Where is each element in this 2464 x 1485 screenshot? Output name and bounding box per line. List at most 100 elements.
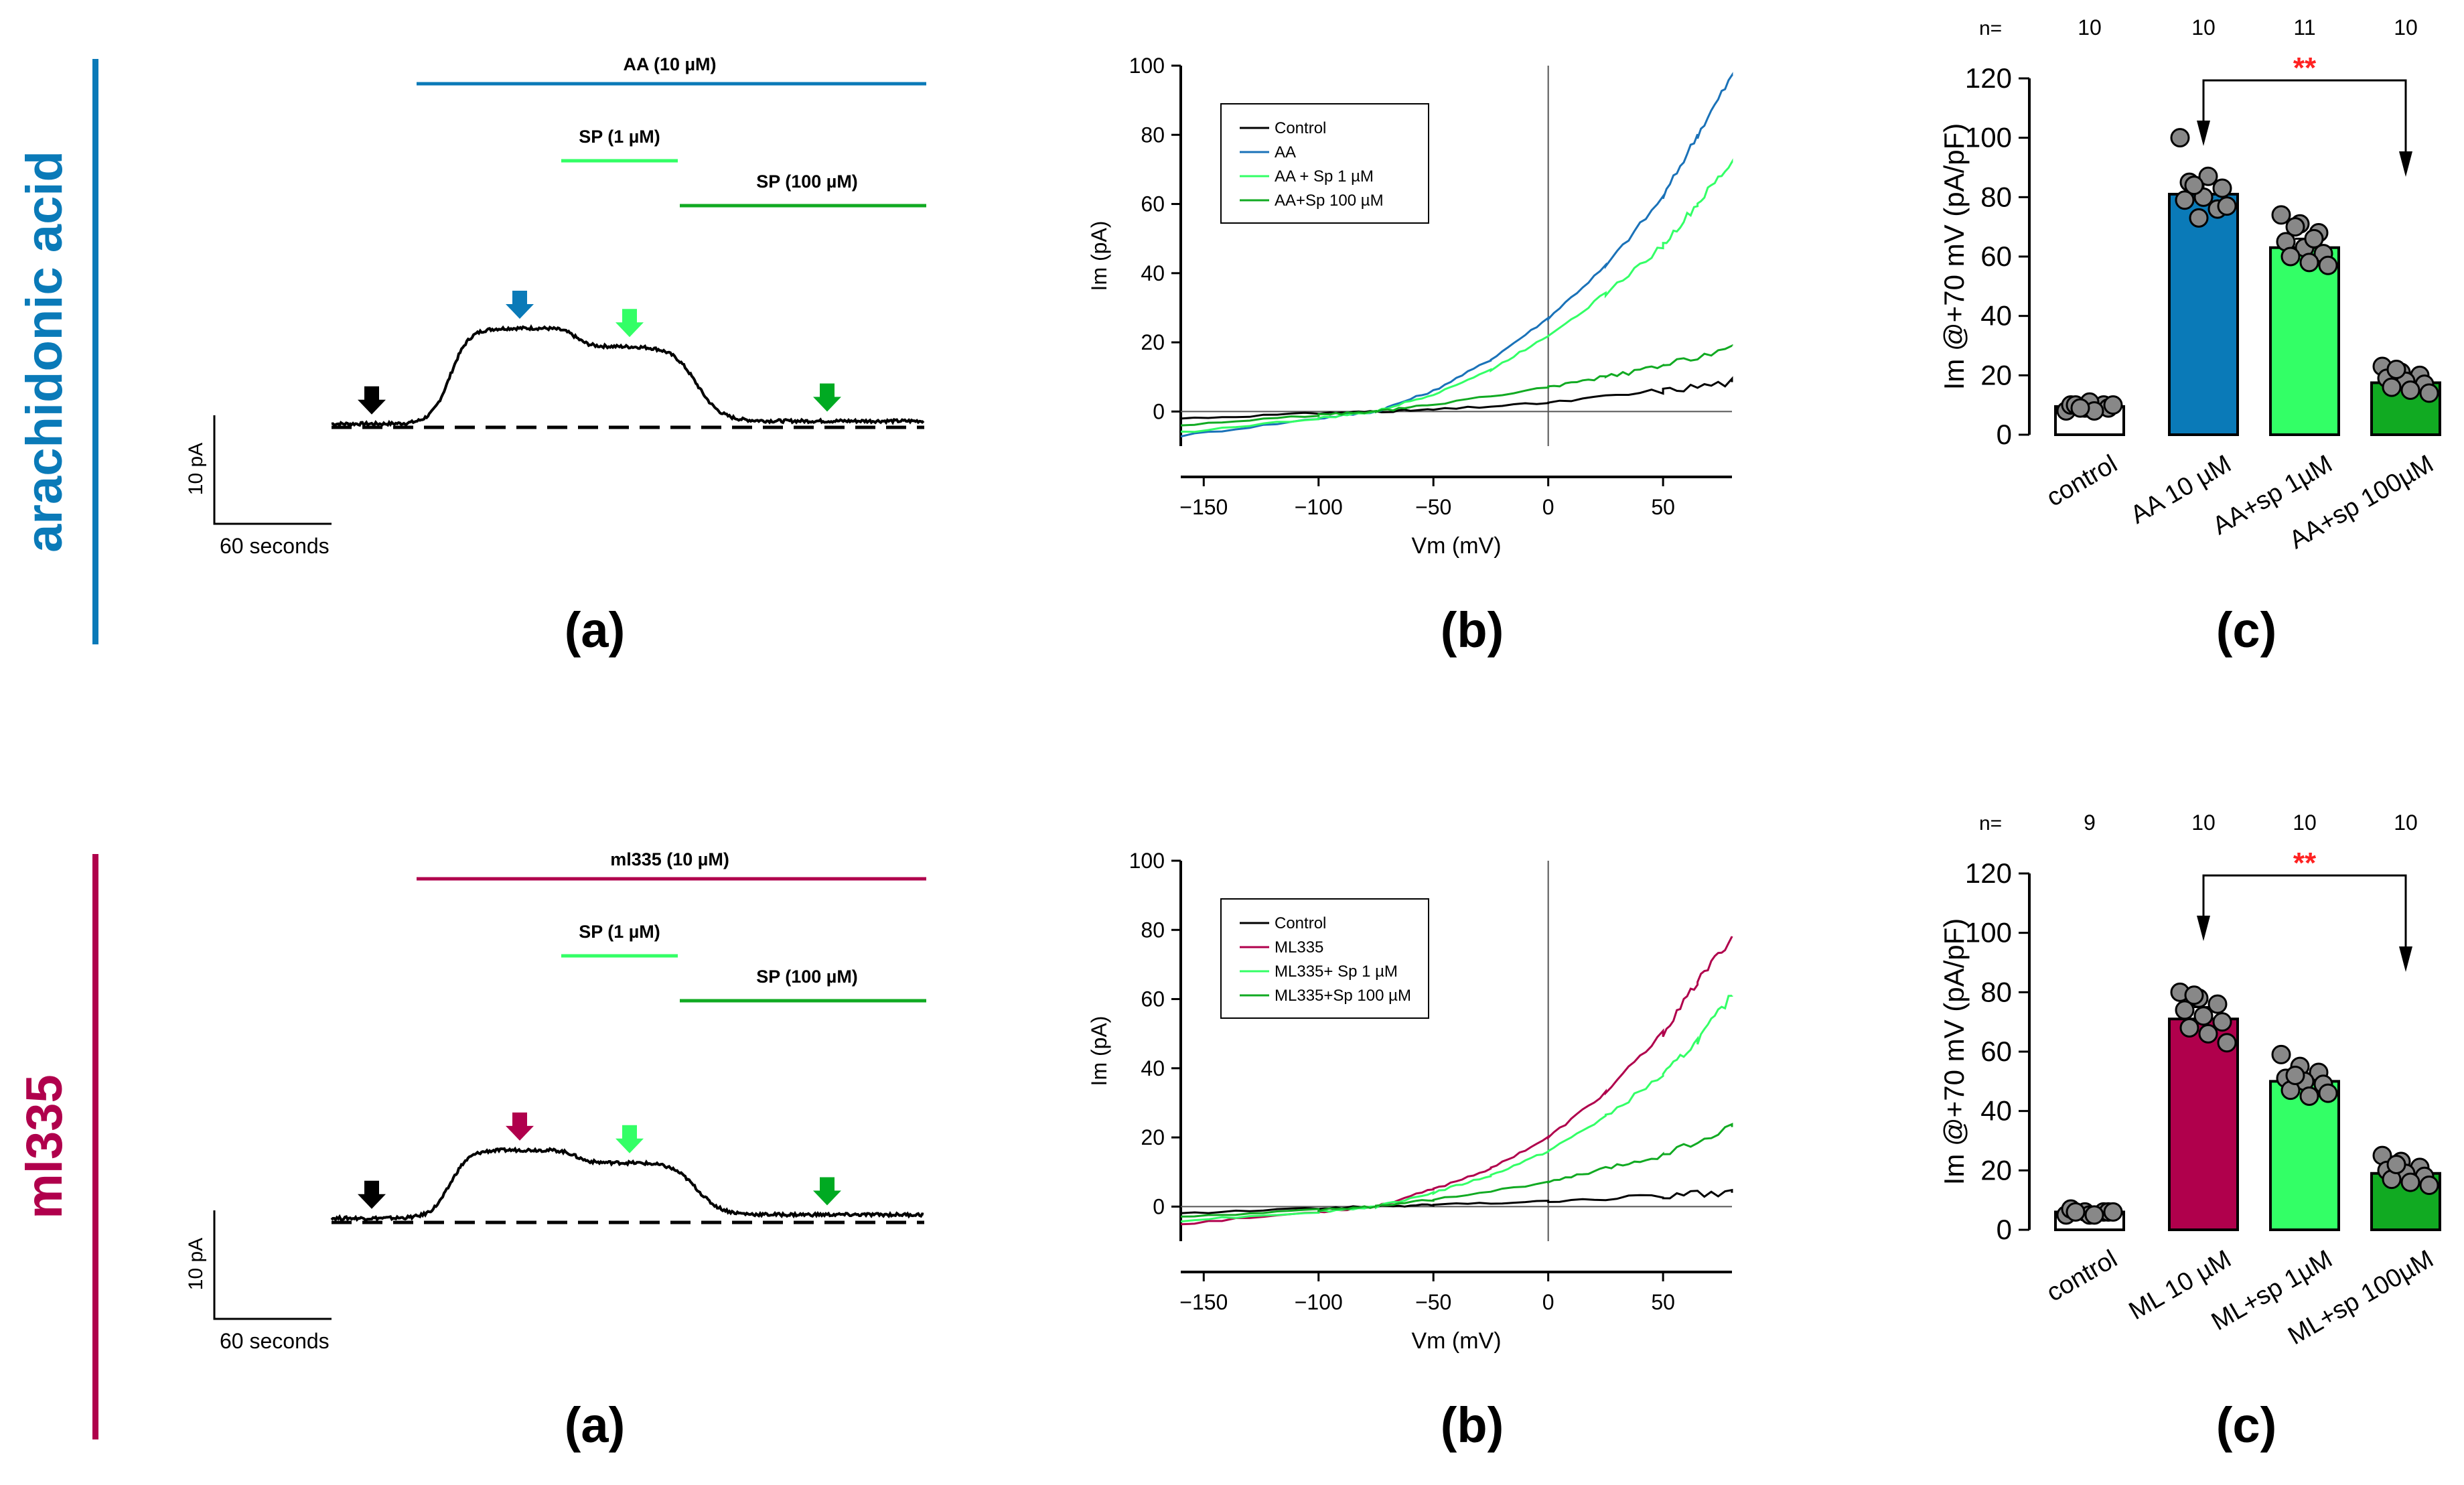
current-trace: [330, 1146, 924, 1222]
bar-y-tick-label: 0: [1997, 419, 2012, 450]
data-point: [2400, 1172, 2420, 1192]
iv-legend-entry: ML335+Sp 100 µM: [1275, 987, 1411, 1005]
iv-y-tick-label: 40: [1141, 261, 1165, 285]
bar-y-tick-label: 120: [1965, 62, 2012, 94]
data-point: [2207, 994, 2228, 1014]
iv-x-tick-label: −100: [1295, 495, 1343, 519]
current-trace: [331, 324, 925, 428]
trace-arrow: [358, 1180, 386, 1209]
data-point: [2175, 190, 2195, 210]
data-point: [2318, 255, 2338, 275]
bar-category-label: control: [2042, 449, 2122, 512]
panel-label: (a): [565, 1397, 625, 1453]
bar-category-label: control: [2042, 1245, 2122, 1307]
panel-label: (b): [1441, 1397, 1504, 1453]
scale-bar: [213, 1210, 332, 1320]
iv-legend-entry: Control: [1275, 914, 1326, 932]
n-value: 11: [2293, 15, 2315, 40]
bar-y-tick-label: 40: [1980, 1095, 2012, 1127]
sig-stars: **: [2293, 847, 2317, 879]
n-value: 10: [2394, 15, 2418, 40]
scale-x-label: 60 seconds: [220, 1329, 330, 1353]
n-label: n=: [1979, 17, 2002, 40]
data-point: [2280, 246, 2301, 267]
scale-bar: [213, 415, 332, 525]
n-value: 9: [2084, 810, 2096, 835]
panel-label: (a): [565, 602, 625, 658]
data-point: [2212, 1012, 2232, 1032]
data-point: [2304, 228, 2324, 249]
trace-arrow: [506, 1112, 534, 1141]
bar-y-tick-label: 60: [1980, 1036, 2012, 1067]
iv-y-tick-label: 100: [1129, 849, 1165, 873]
iv-series-line: [1180, 158, 1733, 433]
bar-y-tick-label: 100: [1965, 917, 2012, 948]
trace-arrow: [813, 383, 841, 412]
sp100-bar-label: SP (100 µM): [756, 171, 858, 192]
bar-y-tick-label: 0: [1997, 1214, 2012, 1245]
bar-y-tick-label: 60: [1980, 240, 2012, 272]
panel-label: (c): [2216, 602, 2276, 658]
n-value: 10: [2191, 810, 2216, 835]
sig-arrowhead: [2399, 151, 2412, 177]
side-label-bar: [92, 59, 98, 644]
sig-stars: **: [2293, 52, 2317, 84]
data-point: [2212, 178, 2232, 198]
bar-y-tick-label: 40: [1980, 300, 2012, 332]
data-point: [2170, 128, 2190, 148]
iv-legend-entry: ML335+ Sp 1 µM: [1275, 963, 1398, 981]
bar-y-tick-label: 80: [1980, 976, 2012, 1007]
side-label: ml335: [16, 1074, 73, 1219]
sp100-bar-label: SP (100 µM): [756, 967, 858, 987]
data-point: [2217, 1033, 2237, 1053]
data-point: [2184, 985, 2204, 1005]
iv-y-tick-label: 60: [1141, 192, 1165, 216]
bar-y-tick-label: 20: [1980, 1154, 2012, 1186]
data-point: [2217, 196, 2237, 216]
data-point: [2198, 1023, 2218, 1044]
bar: [2269, 246, 2340, 436]
bar-y-label: Im @+70 mV (pA/pF): [1938, 918, 1970, 1186]
trace-arrow: [506, 290, 534, 319]
data-point: [2084, 1205, 2104, 1225]
data-point: [2271, 205, 2291, 225]
sig-arrowhead: [2197, 121, 2210, 146]
data-point: [2400, 380, 2420, 400]
iv-x-tick-label: −100: [1295, 1290, 1343, 1314]
iv-legend-entry: ML335: [1275, 938, 1323, 957]
bar-y-tick-label: 120: [1965, 857, 2012, 889]
data-point: [2419, 1176, 2439, 1195]
iv-legend-entry: AA: [1275, 143, 1296, 161]
data-point: [2285, 217, 2305, 237]
data-point: [2103, 1202, 2123, 1222]
iv-y-tick-label: 20: [1141, 1125, 1165, 1149]
sig-bracket: [2202, 874, 2407, 950]
data-point: [2179, 1018, 2199, 1038]
iv-legend-entry: Control: [1275, 119, 1326, 137]
data-point: [2419, 383, 2439, 403]
iv-y-tick-label: 80: [1141, 918, 1165, 942]
iv-y-tick-label: 100: [1129, 54, 1165, 78]
scale-y-label: 10 pA: [185, 1238, 207, 1290]
iv-x-tick-label: 50: [1651, 1290, 1675, 1314]
iv-x-label: Vm (mV): [1411, 533, 1501, 559]
side-label-bar: [92, 854, 98, 1439]
data-point: [2103, 395, 2123, 415]
iv-x-label: Vm (mV): [1411, 1328, 1501, 1354]
bar-y-label: Im @+70 mV (pA/pF): [1938, 123, 1970, 391]
data-point: [2386, 1154, 2406, 1174]
sig-arrowhead: [2197, 916, 2210, 941]
data-point: [2299, 253, 2319, 273]
panel-label: (b): [1441, 602, 1504, 658]
iv-y-tick-label: 60: [1141, 987, 1165, 1011]
data-point: [2066, 1202, 2086, 1222]
iv-y-tick-label: 20: [1141, 330, 1165, 354]
data-point: [2299, 1086, 2319, 1106]
iv-legend: [1220, 103, 1429, 224]
scale-x-label: 60 seconds: [220, 534, 330, 558]
iv-series-line: [1180, 1123, 1733, 1218]
iv-x-tick-label: 0: [1542, 1290, 1554, 1314]
bar-y-tick-label: 80: [1980, 181, 2012, 212]
data-point: [2189, 208, 2209, 228]
